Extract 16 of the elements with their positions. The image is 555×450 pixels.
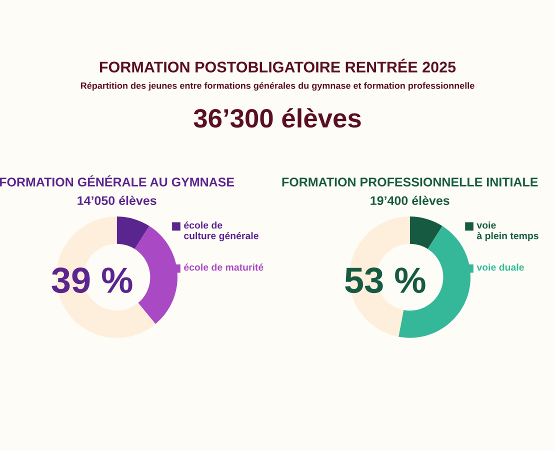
chart-title: FORMATION PROFESSIONNELLE INITIALE [282, 178, 538, 186]
text: Répartition des jeunes entre formations générales du gymnase et formation professionnelle [80, 82, 474, 91]
text: 53 % [345, 268, 426, 294]
donut-slice [134, 226, 178, 324]
text: 36’300 élèves [194, 108, 361, 128]
chart-title: FORMATION GÉNÉRALE AU GYMNASE [0, 175, 234, 186]
legend-label: voie duale [476, 264, 524, 271]
legend-label: école de culture générale [184, 221, 258, 242]
donut-slice [410, 216, 442, 250]
text: FORMATION POSTOBLIGATOIRE RENTRÉE 2025 [100, 58, 456, 72]
chart-subtitle: 19’400 élèves [370, 196, 450, 206]
legend-label: voie à plein temps [476, 222, 538, 242]
text: 39 % [52, 268, 132, 294]
donut-slice [116, 216, 150, 250]
legend-label: école de maturité [184, 264, 264, 271]
chart-subtitle: 14’050 élèves [78, 196, 156, 206]
